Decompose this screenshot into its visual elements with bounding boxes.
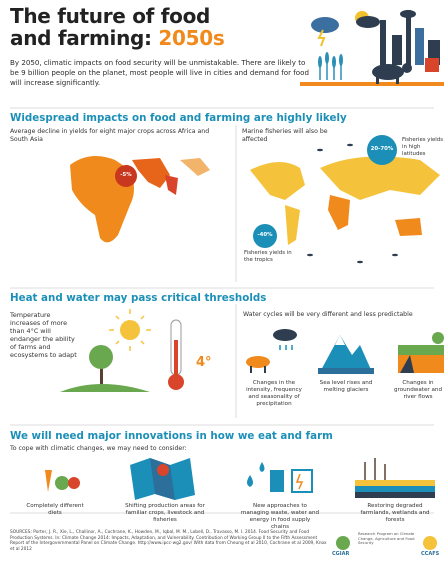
temperature-value: 4° bbox=[196, 355, 212, 371]
sources: SOURCES: Porter, J. R., Xie, L., Challin… bbox=[10, 530, 328, 552]
section-heading: Widespread impacts on food and farming a… bbox=[10, 112, 347, 125]
label: Fisheries yields in high latitudes bbox=[402, 137, 444, 157]
caption: Shifting production areas for familiar c… bbox=[125, 503, 205, 524]
water-illustration bbox=[246, 329, 444, 374]
header-illustration bbox=[300, 10, 444, 86]
caption: Changes in groundwater and river flows bbox=[392, 380, 444, 401]
title-text: and farming: bbox=[10, 26, 152, 50]
value-label: 20-70% bbox=[367, 146, 397, 153]
caption: New approaches to managing waste, water … bbox=[240, 503, 320, 531]
label-text: Fisheries yields in high latitudes bbox=[402, 137, 444, 157]
caption: Restoring degraded farmlands, wetlands a… bbox=[355, 503, 435, 524]
title-highlight: 2050s bbox=[158, 26, 224, 50]
title: and farming: 2050s bbox=[10, 28, 224, 49]
caption: Changes in the intensity, frequency and … bbox=[245, 380, 303, 408]
text: Temperature increases of more than 4°C w… bbox=[10, 311, 82, 359]
title: The future of food bbox=[10, 6, 210, 27]
label: Fisheries yields in the tropics bbox=[244, 250, 296, 264]
section-heading: Heat and water may pass critical thresho… bbox=[10, 292, 266, 305]
text: To cope with climatic changes, we may ne… bbox=[10, 445, 310, 453]
value-label: -5% bbox=[112, 172, 140, 179]
caption: Sea level rises and melting glaciers bbox=[318, 380, 374, 394]
innovation-icons bbox=[45, 458, 435, 500]
logo: Research Program on Climate Change, Agri… bbox=[358, 532, 420, 546]
caption: Completely different diets bbox=[25, 503, 85, 517]
label: Average decline in yields for eight majo… bbox=[10, 128, 210, 144]
infographic: The future of food and farming: 2050s By… bbox=[0, 0, 444, 571]
intro: By 2050, climatic impacts on food securi… bbox=[10, 58, 310, 88]
crop-map bbox=[70, 156, 210, 242]
section-heading: We will need major innovations in how we… bbox=[10, 430, 333, 443]
text: Water cycles will be very different and … bbox=[243, 311, 443, 319]
logo: CCAFS bbox=[421, 551, 439, 557]
label: Marine fisheries will also be affected bbox=[242, 128, 332, 144]
logo: CGIAR bbox=[332, 551, 349, 557]
value-label: -40% bbox=[251, 232, 279, 239]
